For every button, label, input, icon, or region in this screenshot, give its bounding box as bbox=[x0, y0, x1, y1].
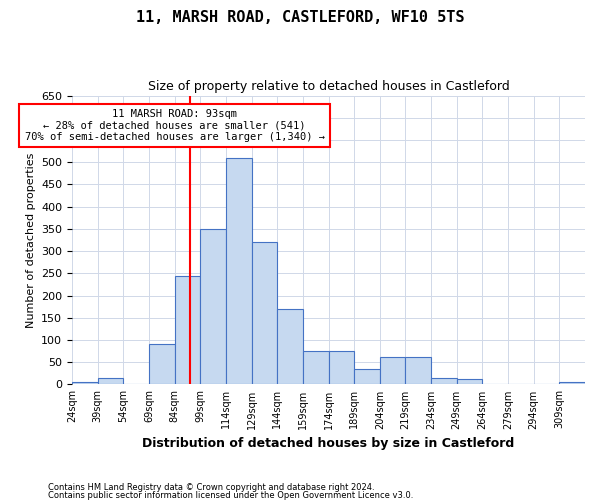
Text: Contains HM Land Registry data © Crown copyright and database right 2024.: Contains HM Land Registry data © Crown c… bbox=[48, 484, 374, 492]
Bar bbox=[380, 357, 406, 384]
Bar bbox=[200, 229, 226, 384]
Bar bbox=[98, 378, 124, 384]
Bar bbox=[431, 378, 457, 384]
X-axis label: Distribution of detached houses by size in Castleford: Distribution of detached houses by size … bbox=[142, 437, 515, 450]
Y-axis label: Number of detached properties: Number of detached properties bbox=[26, 152, 35, 328]
Bar bbox=[149, 344, 175, 385]
Title: Size of property relative to detached houses in Castleford: Size of property relative to detached ho… bbox=[148, 80, 509, 93]
Bar bbox=[277, 309, 303, 384]
Bar bbox=[303, 351, 329, 384]
Bar bbox=[559, 382, 585, 384]
Text: 11 MARSH ROAD: 93sqm
← 28% of detached houses are smaller (541)
70% of semi-deta: 11 MARSH ROAD: 93sqm ← 28% of detached h… bbox=[25, 109, 325, 142]
Bar bbox=[329, 351, 354, 384]
Text: 11, MARSH ROAD, CASTLEFORD, WF10 5TS: 11, MARSH ROAD, CASTLEFORD, WF10 5TS bbox=[136, 10, 464, 25]
Bar bbox=[226, 158, 251, 384]
Bar bbox=[251, 242, 277, 384]
Bar bbox=[406, 357, 431, 384]
Bar bbox=[354, 369, 380, 384]
Bar bbox=[72, 382, 98, 384]
Text: Contains public sector information licensed under the Open Government Licence v3: Contains public sector information licen… bbox=[48, 490, 413, 500]
Bar bbox=[175, 276, 200, 384]
Bar bbox=[457, 379, 482, 384]
